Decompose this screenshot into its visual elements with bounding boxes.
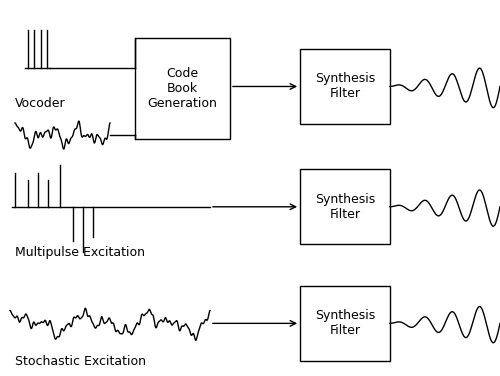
Text: Synthesis
Filter: Synthesis Filter [315, 193, 375, 221]
Text: Synthesis
Filter: Synthesis Filter [315, 309, 375, 337]
Bar [300, 169, 390, 244]
Bar [300, 49, 390, 124]
Text: Synthesis
Filter: Synthesis Filter [315, 73, 375, 100]
Bar [135, 38, 230, 139]
Text: Code
Book
Generation: Code Book Generation [148, 67, 218, 110]
Text: Vocoder: Vocoder [15, 97, 66, 110]
Text: Multipulse Excitation: Multipulse Excitation [15, 246, 145, 259]
Text: Stochastic Excitation: Stochastic Excitation [15, 355, 146, 368]
Bar [300, 286, 390, 361]
